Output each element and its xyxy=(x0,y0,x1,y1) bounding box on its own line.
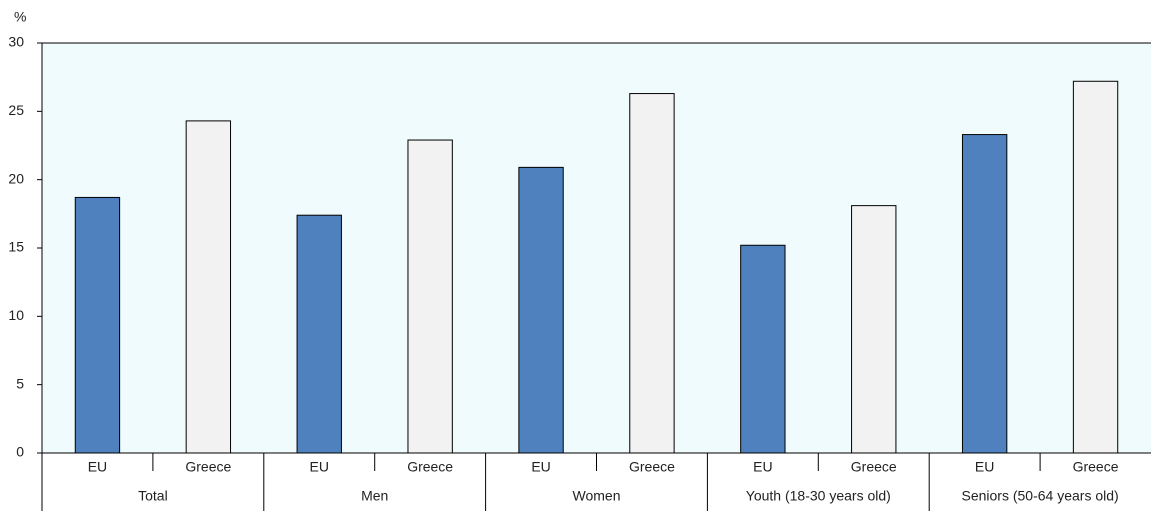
y-tick-label: 20 xyxy=(8,170,24,186)
y-axis-label: % xyxy=(14,9,26,25)
x-tick-label: Greece xyxy=(185,459,231,475)
x-tick-label: Greece xyxy=(851,459,897,475)
bar xyxy=(518,166,564,454)
group-label: Youth (18-30 years old) xyxy=(746,488,891,504)
x-tick-label: EU xyxy=(975,459,994,475)
bar xyxy=(296,214,342,454)
y-tick-label: 30 xyxy=(8,34,24,50)
x-tick-label: Greece xyxy=(1073,459,1119,475)
y-tick-label: 5 xyxy=(16,375,24,391)
bar xyxy=(961,134,1008,454)
group-label: Seniors (50-64 years old) xyxy=(962,488,1119,504)
bar xyxy=(185,120,232,454)
bar xyxy=(629,93,675,454)
x-tick-label: EU xyxy=(88,459,107,475)
y-tick-label: 0 xyxy=(16,444,24,460)
bar xyxy=(1072,80,1119,454)
x-tick-label: EU xyxy=(310,459,329,475)
x-tick-label: EU xyxy=(531,459,550,475)
bar xyxy=(407,139,453,454)
y-tick-label: 10 xyxy=(8,307,24,323)
y-tick-label: 25 xyxy=(8,102,24,118)
x-tick-label: Greece xyxy=(629,459,675,475)
bar xyxy=(74,196,121,454)
x-tick-label: EU xyxy=(753,459,772,475)
bar xyxy=(740,244,786,454)
bar xyxy=(851,205,897,454)
group-label: Men xyxy=(361,488,388,504)
group-label: Women xyxy=(573,488,621,504)
group-label: Total xyxy=(138,488,168,504)
y-tick-label: 15 xyxy=(8,239,24,255)
x-tick-label: Greece xyxy=(407,459,453,475)
